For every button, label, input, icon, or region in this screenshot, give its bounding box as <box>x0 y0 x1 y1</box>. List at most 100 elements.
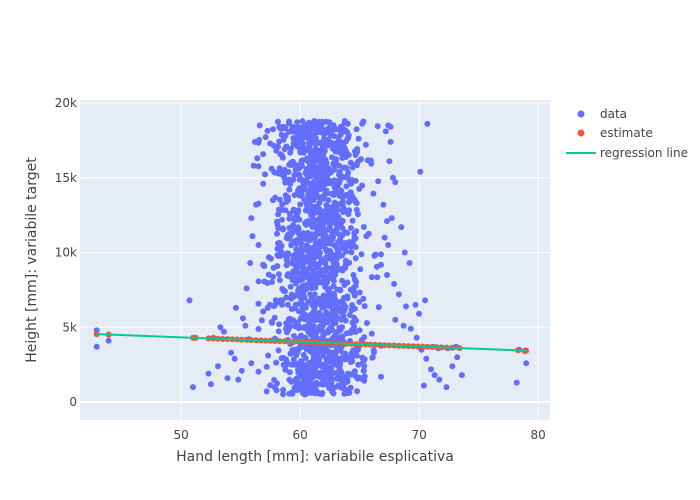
data-point[interactable] <box>265 352 272 359</box>
data-point[interactable] <box>251 138 258 145</box>
data-point[interactable] <box>392 179 399 186</box>
data-point[interactable] <box>323 206 330 213</box>
data-point[interactable] <box>228 349 235 356</box>
data-point[interactable] <box>255 278 262 285</box>
data-point[interactable] <box>276 123 283 130</box>
data-point[interactable] <box>454 354 461 361</box>
data-point[interactable] <box>278 248 285 255</box>
data-point[interactable] <box>271 314 278 321</box>
data-point[interactable] <box>317 215 324 222</box>
data-point[interactable] <box>413 334 420 341</box>
data-point[interactable] <box>256 122 263 129</box>
data-point[interactable] <box>297 201 304 208</box>
data-point[interactable] <box>298 163 305 169</box>
data-point[interactable] <box>304 203 311 210</box>
data-point[interactable] <box>307 291 314 298</box>
data-point[interactable] <box>262 171 268 178</box>
data-point[interactable] <box>284 301 291 308</box>
data-point[interactable] <box>337 236 344 243</box>
data-point[interactable] <box>391 280 398 287</box>
data-point[interactable] <box>296 137 303 144</box>
data-point[interactable] <box>279 301 285 308</box>
data-point[interactable] <box>333 375 340 382</box>
data-point[interactable] <box>338 356 345 363</box>
data-point[interactable] <box>318 363 325 370</box>
data-point[interactable] <box>186 297 193 304</box>
data-point[interactable] <box>290 333 297 339</box>
data-point[interactable] <box>309 325 316 332</box>
data-point[interactable] <box>368 274 375 281</box>
data-point[interactable] <box>345 199 352 206</box>
data-point[interactable] <box>283 198 290 205</box>
data-point[interactable] <box>276 239 283 246</box>
data-point[interactable] <box>358 156 364 163</box>
data-point[interactable] <box>339 126 346 132</box>
data-point[interactable] <box>308 156 315 163</box>
data-point[interactable] <box>384 272 390 278</box>
data-point[interactable] <box>250 162 257 169</box>
data-point[interactable] <box>320 352 326 359</box>
data-point[interactable] <box>270 126 276 133</box>
data-point[interactable] <box>105 337 112 344</box>
data-point[interactable] <box>330 390 337 397</box>
data-point[interactable] <box>310 272 317 279</box>
data-point[interactable] <box>282 179 289 186</box>
data-point[interactable] <box>221 328 227 335</box>
data-point[interactable] <box>352 152 359 158</box>
data-point[interactable] <box>406 260 413 266</box>
data-point[interactable] <box>287 149 294 156</box>
data-point[interactable] <box>341 282 348 288</box>
data-point[interactable] <box>345 169 352 176</box>
data-point[interactable] <box>292 227 299 234</box>
data-point[interactable] <box>319 143 326 150</box>
data-point[interactable] <box>279 216 285 223</box>
data-point[interactable] <box>303 312 310 319</box>
data-point[interactable] <box>232 304 239 311</box>
data-point[interactable] <box>335 142 342 149</box>
data-point[interactable] <box>395 291 402 298</box>
data-point[interactable] <box>294 250 301 257</box>
data-point[interactable] <box>341 240 348 246</box>
data-point[interactable] <box>301 233 308 240</box>
data-point[interactable] <box>332 350 339 357</box>
data-point[interactable] <box>336 334 343 341</box>
data-point[interactable] <box>346 239 353 245</box>
data-point[interactable] <box>288 162 295 169</box>
data-point[interactable] <box>287 350 294 357</box>
legend-regression-label[interactable]: regression line <box>600 146 688 160</box>
data-point[interactable] <box>315 118 322 125</box>
data-point[interactable] <box>352 255 359 262</box>
data-point[interactable] <box>240 315 246 322</box>
data-point[interactable] <box>326 285 333 292</box>
data-point[interactable] <box>309 133 316 140</box>
data-point[interactable] <box>328 251 335 257</box>
data-point[interactable] <box>354 211 361 218</box>
data-point[interactable] <box>342 152 349 159</box>
data-point[interactable] <box>348 249 355 256</box>
data-point[interactable] <box>283 257 290 264</box>
data-point[interactable] <box>342 350 349 357</box>
data-point[interactable] <box>281 146 288 153</box>
data-point[interactable] <box>343 330 350 337</box>
data-point[interactable] <box>300 157 307 164</box>
data-point[interactable] <box>303 134 310 141</box>
data-point[interactable] <box>375 304 382 311</box>
data-point[interactable] <box>416 310 423 317</box>
data-point[interactable] <box>349 326 355 333</box>
data-point[interactable] <box>328 370 335 377</box>
data-point[interactable] <box>287 181 294 187</box>
data-point[interactable] <box>265 254 272 261</box>
data-point[interactable] <box>291 346 298 353</box>
data-point[interactable] <box>286 215 293 222</box>
data-point[interactable] <box>329 142 336 149</box>
data-point[interactable] <box>330 277 337 284</box>
data-point[interactable] <box>296 293 303 300</box>
data-point[interactable] <box>315 295 322 302</box>
data-point[interactable] <box>308 389 315 396</box>
data-point[interactable] <box>342 164 349 171</box>
data-point[interactable] <box>323 160 330 166</box>
data-point[interactable] <box>356 299 363 305</box>
data-point[interactable] <box>374 274 381 281</box>
data-point[interactable] <box>318 268 325 275</box>
data-point[interactable] <box>215 363 221 370</box>
